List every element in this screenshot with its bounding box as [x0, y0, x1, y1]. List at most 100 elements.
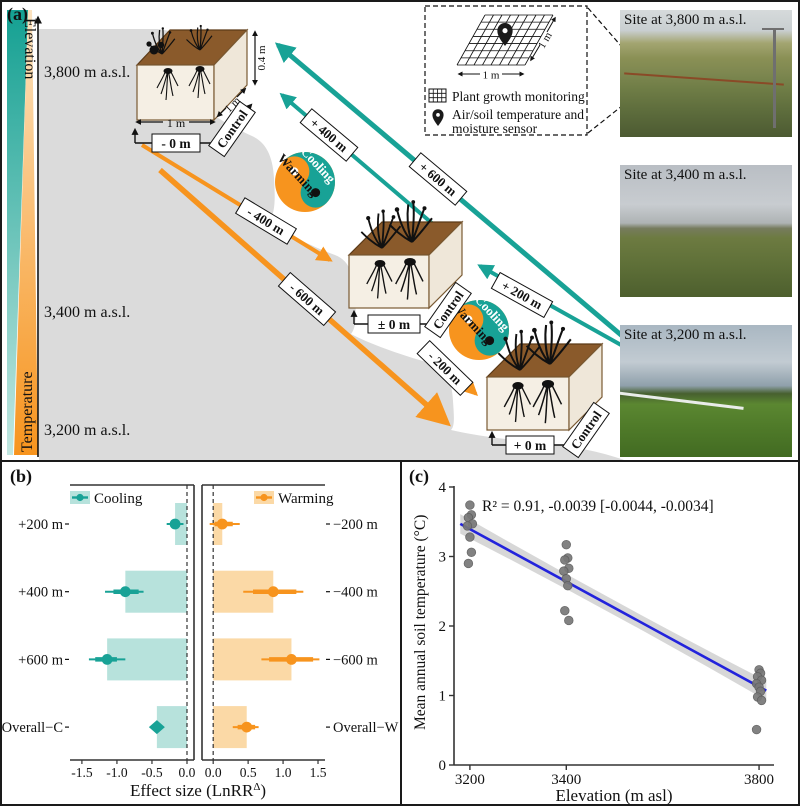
legend-callout-line-top [587, 7, 623, 48]
dim-height-label: 0.4 m [256, 45, 268, 71]
scatter-xaxis-label: Elevation (m asl) [555, 786, 672, 805]
legend-grid-line [465, 14, 494, 66]
site-caption-3200: Site at 3,200 m a.s.l. [624, 327, 747, 343]
scatter-yaxis-label: Mean annual soil temperature (°C) [412, 515, 429, 730]
x-tick-label: -1.5 [71, 765, 93, 780]
forest-point [101, 654, 113, 665]
x-tick-label: 0.0 [205, 765, 222, 780]
scatter-point [465, 500, 475, 510]
legend-grid-line [473, 14, 503, 66]
warming-arrow-400 [140, 143, 333, 262]
legend-item-sensor-line1: Air/soil temperature and [452, 107, 584, 122]
panel-divider-vertical [400, 460, 402, 804]
site-caption-3400: Site at 3,400 m a.s.l. [624, 167, 747, 183]
elevation-label-low: 3,200 m a.s.l. [44, 422, 130, 439]
forest-point [241, 721, 253, 733]
temperature-bar-label: Temperature [19, 371, 36, 452]
forest-point [267, 586, 279, 598]
offset-label-mid: ± 0 m [378, 317, 411, 332]
x-tick-label: 0.5 [240, 765, 257, 780]
legend-item-sensor-line2: moisture sensor [452, 121, 538, 136]
panel-a-diagram: Elevation Temperature (a) 3,800 m a.s.l.… [7, 4, 643, 460]
forest-point [216, 518, 228, 530]
scatter-annotation: R² = 0.91, -0.0039 [-0.0044, -0.0034] [482, 498, 714, 515]
elevation-label-mid: 3,400 m a.s.l. [44, 304, 130, 321]
forest-category-label: +200 m [18, 517, 64, 533]
x-tick-label: 3800 [744, 772, 774, 788]
svg-text:+ 600 m: + 600 m [416, 159, 460, 199]
legend-grid-line [516, 14, 545, 66]
elevation-gradient-wedge [7, 10, 28, 455]
site-caption-3800: Site at 3,800 m a.s.l. [624, 12, 747, 28]
weather-station-arm [762, 28, 784, 30]
temperature-gradient-wedge [14, 10, 38, 455]
cooling-arrow-label-600: + 600 m [408, 152, 468, 206]
y-tick-label: 1 [439, 689, 447, 705]
scatter-point [462, 521, 473, 531]
forest-category-label: +400 m [18, 585, 64, 601]
site-photo-3400: Site at 3,400 m a.s.l. [620, 165, 792, 297]
scatter-point [465, 532, 475, 542]
y-tick-label: 2 [439, 619, 447, 635]
x-tick-label: -0.5 [141, 765, 163, 780]
forest-point [119, 586, 131, 598]
weather-station-pole [773, 28, 776, 128]
scatter-point [561, 539, 571, 550]
scatter-point [463, 558, 474, 569]
panel-b-forest-plot: (b) +200 m +400 m +600 m Overall−C -1.5 -1.0-… [2, 466, 399, 800]
panel-c-scatter-plot: (c) 3200 3400 3800 0 1 2 3 4 R² = 0.91, -0.0039… [409, 466, 774, 805]
legend-grid-line [499, 14, 528, 66]
x-tick-label: 0.0 [179, 765, 196, 780]
legend-label-cooling: Cooling [94, 491, 143, 507]
yinyang-icon-upper: Cooling Warming [262, 139, 348, 225]
forest-category-label: −200 m [333, 517, 379, 533]
fence-line [620, 391, 744, 410]
regression-line [459, 522, 767, 692]
scatter-point [751, 724, 762, 735]
dim-width-label: 1 m [167, 116, 186, 130]
legend-grid-dim-bottom: 1 m [483, 70, 500, 82]
forest-category-label: Overall−C [2, 720, 63, 736]
legend-dot [260, 493, 268, 502]
y-tick-label: 4 [439, 480, 447, 496]
forest-category-label: Overall−W [333, 720, 399, 736]
soil-box-3400: ± 0 m Control [347, 199, 472, 339]
offset-label-low: + 0 m [514, 438, 547, 453]
plot-design-legend: 1 m 1 m Plant growth monitoring Air/soil… [424, 5, 588, 136]
forest-category-label: −600 m [333, 652, 379, 668]
forest-point-diamond [148, 720, 165, 735]
panel-b-label: (b) [10, 466, 32, 487]
forest-point [169, 518, 181, 530]
scatter-point [466, 547, 477, 558]
scatter-point [560, 555, 570, 565]
legend-grid-line [456, 14, 486, 66]
forest-category-label: −400 m [333, 585, 379, 601]
soil-box-3200: + 0 m Control [485, 319, 610, 459]
scatter-point [756, 695, 767, 706]
elevation-bar-label: Elevation [21, 18, 38, 79]
forest-xaxis-label: Effect size (LnRRΔ) [130, 781, 266, 800]
elevation-label-high: 3,800 m a.s.l. [44, 64, 130, 81]
y-tick-label: 0 [439, 758, 447, 774]
scatter-point [564, 615, 574, 626]
fence-line [624, 72, 784, 86]
forest-category-label: +600 m [18, 652, 64, 668]
forest-point [286, 654, 297, 665]
legend-grid-line [507, 14, 537, 66]
panel-c-label: (c) [409, 466, 429, 487]
legend-label-warming: Warming [278, 491, 334, 507]
x-tick-label: 1.0 [275, 765, 292, 780]
site-photo-3800: Site at 3,800 m a.s.l. [620, 10, 792, 137]
y-tick-label: 3 [439, 550, 447, 566]
scatter-point [563, 580, 573, 591]
offset-label-high: - 0 m [161, 136, 191, 151]
legend-grid-line [524, 14, 554, 66]
x-tick-label: 3400 [551, 772, 581, 788]
soil-box-3800: 1 m 1 m 0.4 m - 0 m Control [131, 24, 268, 158]
legend-dot [76, 493, 84, 502]
x-tick-label: 3200 [455, 772, 485, 788]
legend-item-plant-monitoring: Plant growth monitoring [452, 89, 585, 104]
scatter-point [560, 606, 570, 616]
panel-a-label: (a) [7, 4, 28, 25]
